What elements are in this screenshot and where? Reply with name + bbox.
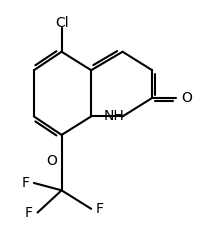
Text: F: F [25, 206, 33, 219]
Text: O: O [46, 154, 57, 168]
Text: O: O [181, 91, 192, 105]
Text: F: F [96, 202, 104, 216]
Text: NH: NH [104, 109, 125, 123]
Text: Cl: Cl [55, 16, 68, 30]
Text: F: F [21, 176, 29, 190]
